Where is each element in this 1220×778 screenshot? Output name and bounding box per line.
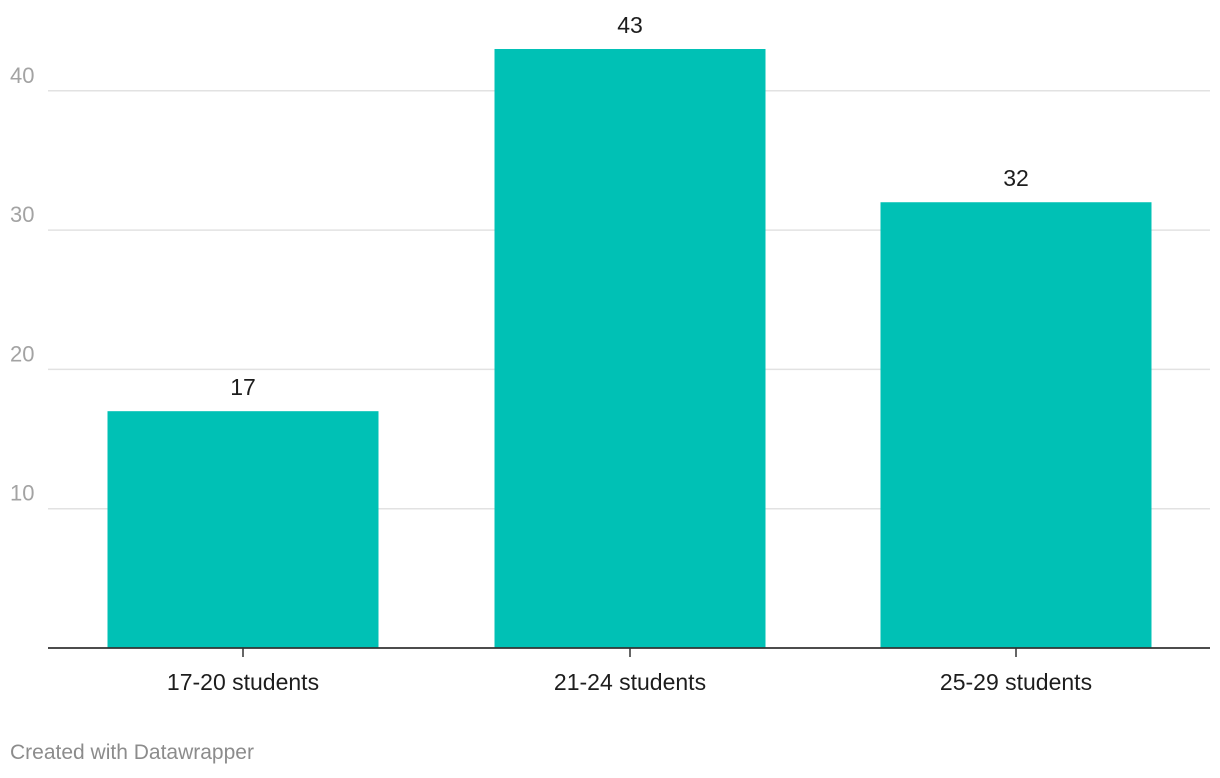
data-labels: 17 43 32 xyxy=(230,12,1029,400)
y-tick-label-30: 30 xyxy=(10,202,34,227)
data-label-2: 32 xyxy=(1003,165,1029,191)
data-label-0: 17 xyxy=(230,374,256,400)
bar-17-20-students xyxy=(107,411,379,648)
x-axis: 17-20 students 21-24 students 25-29 studen… xyxy=(48,647,1210,695)
x-tick-label-2: 25-29 students xyxy=(940,669,1092,695)
y-tick-label-10: 10 xyxy=(10,481,34,506)
x-tick-label-0: 17-20 students xyxy=(167,669,319,695)
x-tick-label-1: 21-24 students xyxy=(554,669,706,695)
bar-25-29-students xyxy=(880,202,1152,649)
y-tick-label-20: 20 xyxy=(10,341,34,366)
y-tick-label-40: 40 xyxy=(10,63,34,88)
bars xyxy=(107,49,1152,649)
data-label-1: 43 xyxy=(617,12,643,38)
datawrapper-credit: Created with Datawrapper xyxy=(10,741,254,764)
y-axis-tick-labels: 10 20 30 40 xyxy=(10,63,34,506)
bar-21-24-students xyxy=(494,49,766,648)
